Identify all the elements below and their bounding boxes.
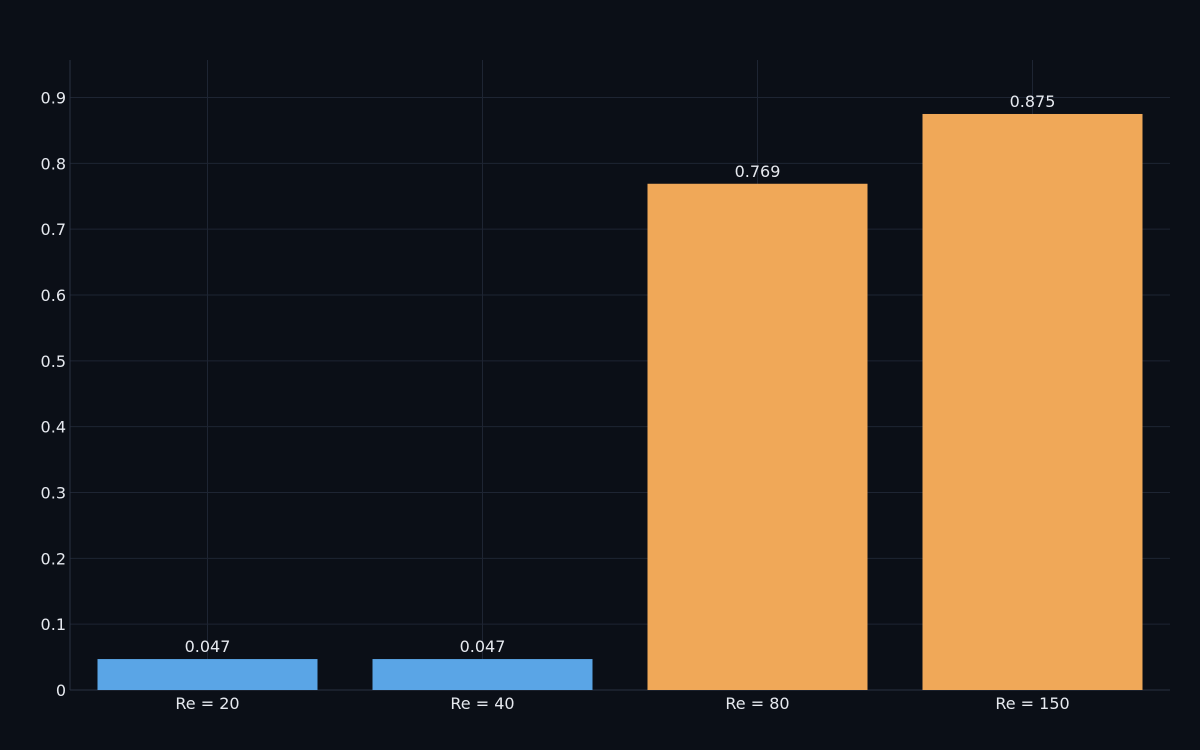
y-tick-label: 0.7 bbox=[41, 220, 66, 239]
bar bbox=[97, 659, 318, 690]
y-tick-label: 0 bbox=[56, 681, 66, 700]
bar bbox=[647, 183, 868, 690]
x-tick-label: Re = 150 bbox=[995, 694, 1069, 713]
y-tick-label: 0.2 bbox=[41, 549, 66, 568]
x-tick-label: Re = 20 bbox=[175, 694, 239, 713]
bar bbox=[372, 659, 593, 690]
x-tick-label: Re = 40 bbox=[450, 694, 514, 713]
y-tick-label: 0.1 bbox=[41, 615, 66, 634]
y-tick-label: 0.3 bbox=[41, 484, 66, 503]
labels-layer: 0 0.1 0.2 0.3 0.4 0.5 0.6 0.7 0.8 0.9 0.047 Re = 20… bbox=[41, 89, 1070, 713]
bar-value-label: 0.875 bbox=[1010, 92, 1056, 111]
y-tick-label: 0.8 bbox=[41, 154, 66, 173]
x-tick-label: Re = 80 bbox=[725, 694, 789, 713]
y-tick-label: 0.9 bbox=[41, 89, 66, 108]
bar-value-label: 0.047 bbox=[185, 637, 231, 656]
y-tick-label: 0.6 bbox=[41, 286, 66, 305]
bars-layer bbox=[97, 113, 1143, 690]
bar-value-label: 0.769 bbox=[735, 162, 781, 181]
bar bbox=[922, 113, 1143, 690]
bar-value-label: 0.047 bbox=[460, 637, 506, 656]
y-tick-label: 0.4 bbox=[41, 418, 66, 437]
y-tick-label: 0.5 bbox=[41, 352, 66, 371]
grid-layer bbox=[69, 60, 1170, 691]
